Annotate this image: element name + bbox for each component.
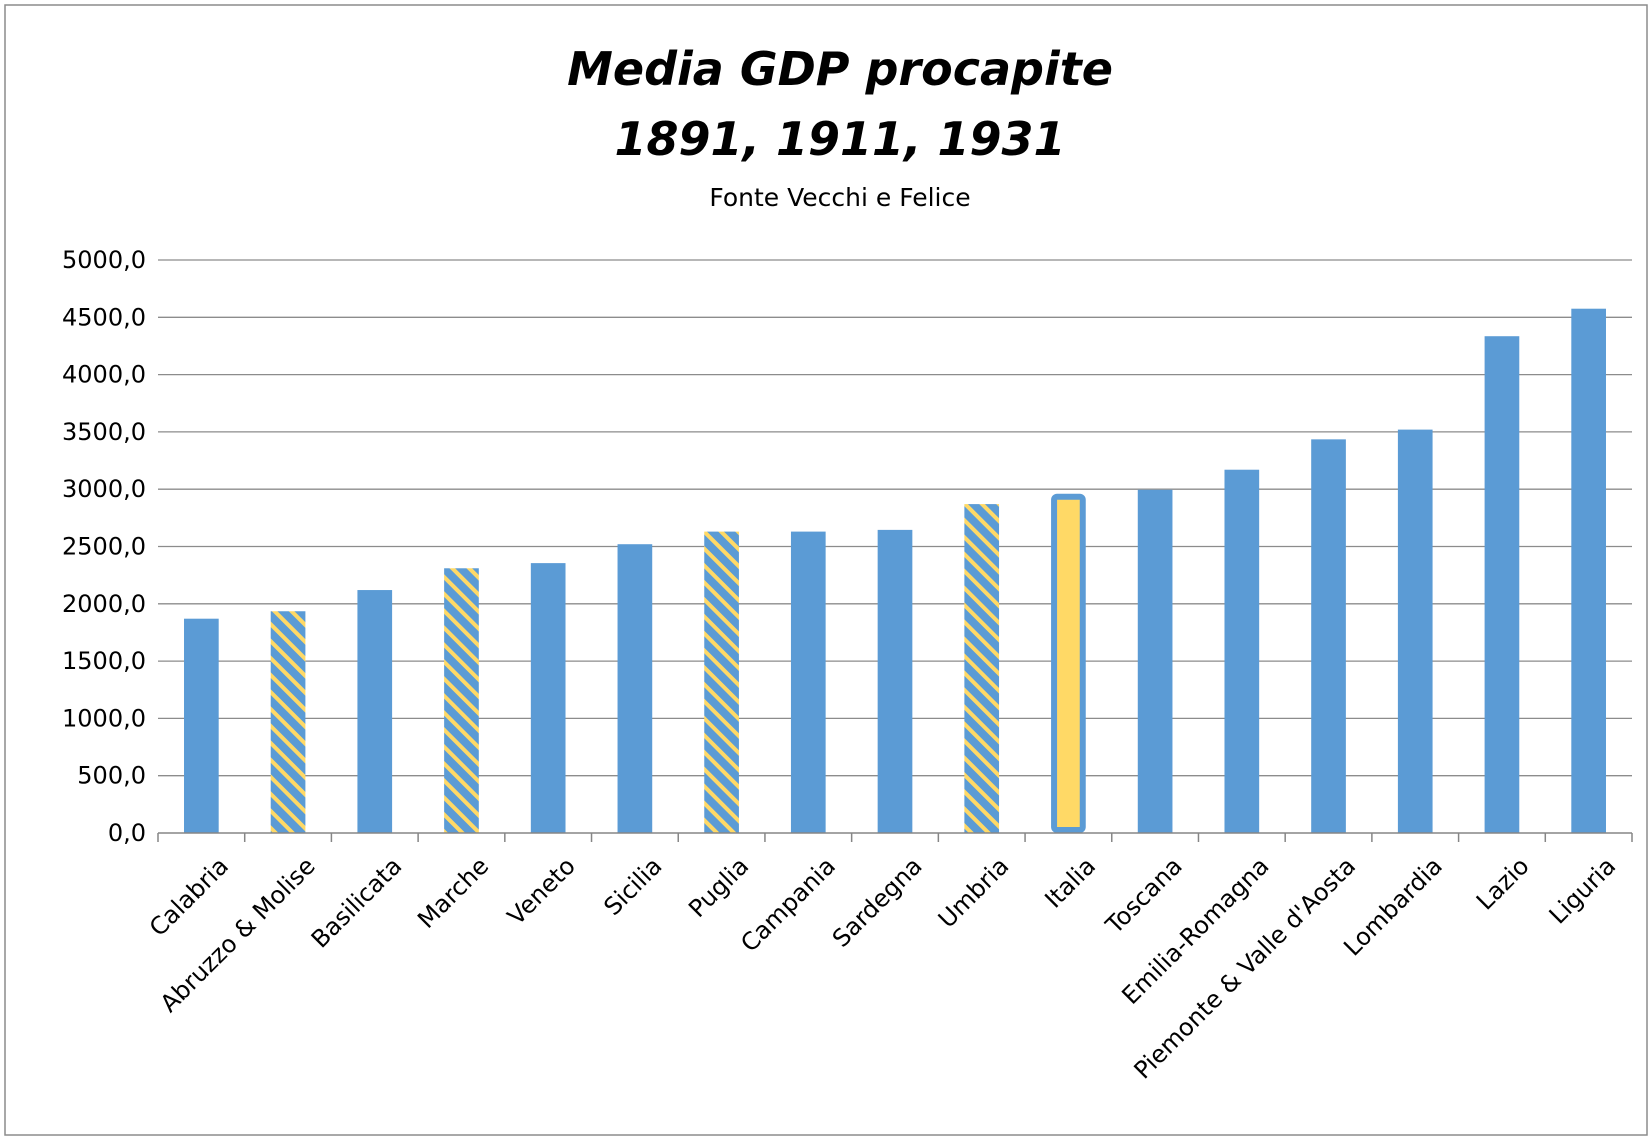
bar-basilicata [357,590,393,833]
y-tick-label: 3500,0 [62,418,146,446]
y-tick-label: 1000,0 [62,704,146,732]
y-tick-label: 2000,0 [62,590,146,618]
bar-piemonte-valle-d-aosta [1311,439,1346,833]
bar-liguria [1571,308,1606,834]
chart-border [4,4,1648,1136]
y-tick-label: 2500,0 [62,533,146,561]
bar-marche [444,568,479,833]
bar-sardegna [877,529,913,833]
bar-umbria [964,504,1000,833]
bar-veneto [530,563,566,833]
gridlines [158,259,1632,777]
bar-sicilia [617,544,653,833]
y-tick-label: 5000,0 [62,246,146,274]
bar-campania [790,531,826,833]
y-tick-label: 4000,0 [62,361,146,389]
y-tick-label: 3000,0 [62,475,146,503]
y-axis-ticks: 0,0 500,0 1000,0 1500,0 2000,0 2500,0 3000,0 35… [62,246,146,847]
bar-lombardia [1397,429,1433,833]
bar-toscana [1137,489,1173,833]
y-tick-label: 0,0 [108,819,146,847]
bar-abruzzo-molise [270,611,306,833]
chart-title-line-2: 1891, 1911, 1931 [614,112,1065,166]
bars [184,308,1606,834]
y-tick-label: 1500,0 [62,647,146,675]
bar-puglia [704,531,739,833]
y-tick-label: 4500,0 [62,303,146,331]
bar-italia [1051,493,1086,833]
chart-subtitle: Fonte Vecchi e Felice [709,183,970,212]
chart-title-line-1: Media GDP procapite [567,42,1113,96]
bar-calabria [184,618,219,833]
y-tick-label: 500,0 [77,762,146,790]
bar-lazio [1484,336,1520,833]
bar-emilia-romagna [1224,469,1260,833]
x-axis [157,832,1633,842]
